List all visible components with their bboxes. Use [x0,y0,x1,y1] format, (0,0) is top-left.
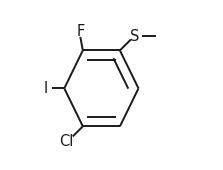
Text: F: F [76,23,85,39]
Text: I: I [44,81,48,96]
Text: S: S [130,29,140,44]
Text: Cl: Cl [59,134,73,149]
